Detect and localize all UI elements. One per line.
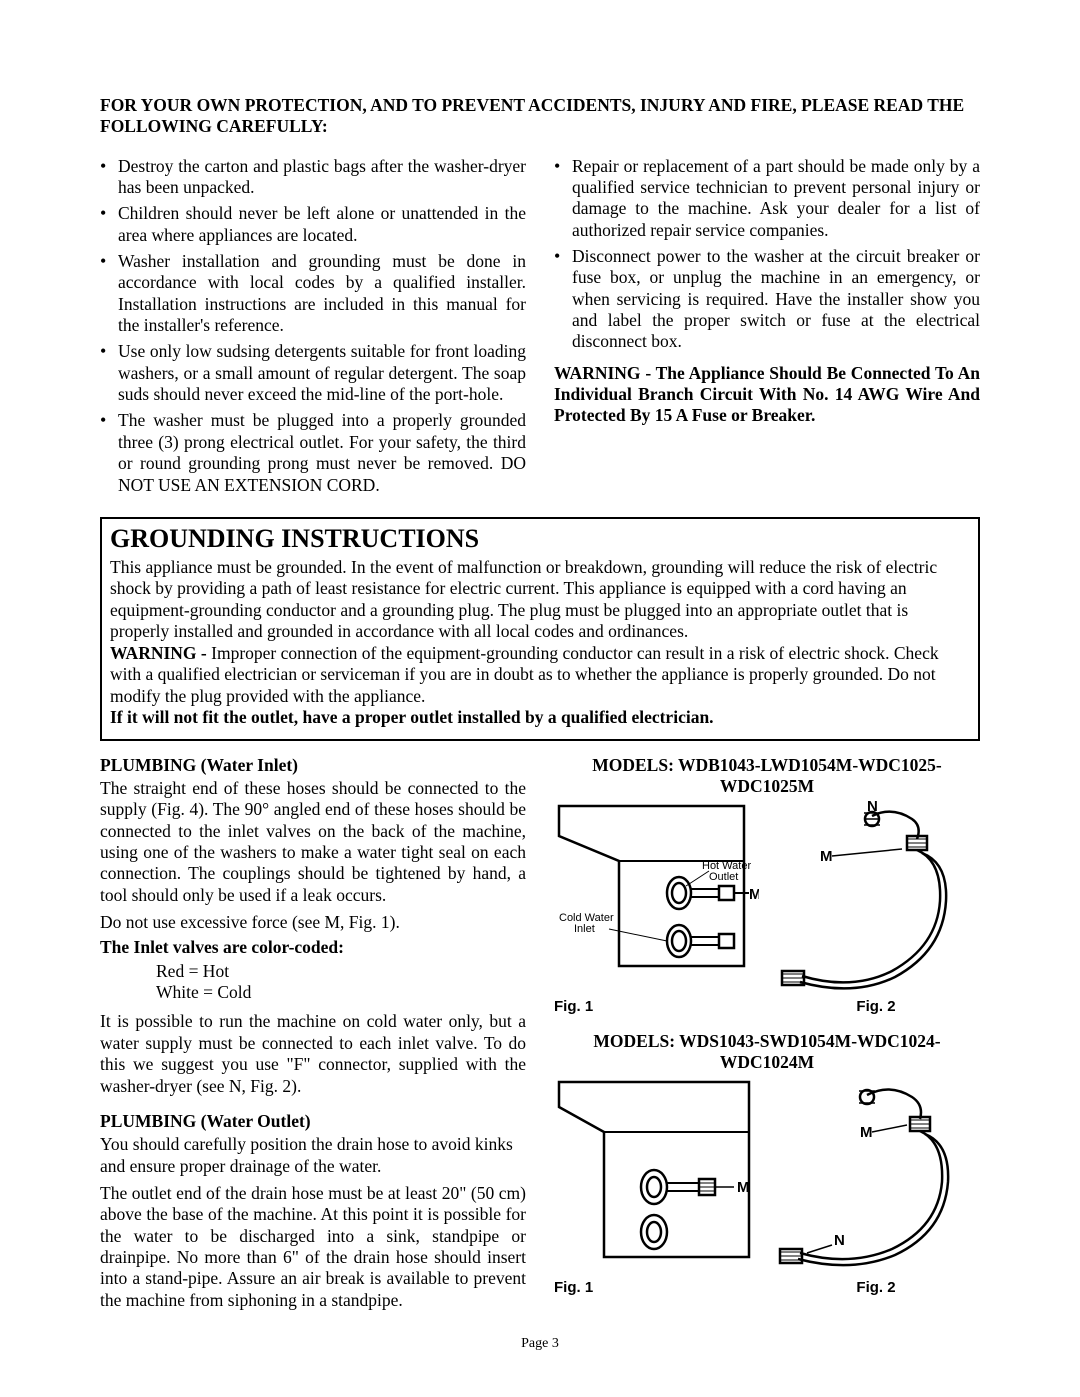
- figure-1-bottom: M Fig. 1: [554, 1077, 762, 1297]
- left-column: Destroy the carton and plastic bags afte…: [100, 156, 526, 501]
- left-bullet-list: Destroy the carton and plastic bags afte…: [100, 156, 526, 496]
- bullet-item: Children should never be left alone or u…: [118, 203, 526, 246]
- plumbing-inlet-p3: It is possible to run the machine on col…: [100, 1011, 526, 1096]
- warning-label: WARNING -: [110, 643, 211, 663]
- safety-columns: Destroy the carton and plastic bags afte…: [100, 156, 980, 501]
- models-heading-1: MODELS: WDB1043-LWD1054M-WDC1025-WDC1025…: [554, 755, 980, 798]
- figure-1-top: Hot Water Outlet Cold Water Inlet M Fig.…: [554, 801, 762, 1016]
- grounding-p2: WARNING - Improper connection of the equ…: [110, 643, 970, 708]
- m-label-2: M: [820, 848, 833, 865]
- plumbing-outlet-p1: You should carefully position the drain …: [100, 1134, 526, 1177]
- fig-1-caption-2: Fig. 1: [554, 1279, 762, 1297]
- page-number: Page 3: [100, 1335, 980, 1352]
- grounding-p1: This appliance must be grounded. In the …: [110, 557, 970, 643]
- fig-2-caption: Fig. 2: [772, 998, 980, 1016]
- inlet-diagram-icon: Hot Water Outlet Cold Water Inlet M: [554, 801, 759, 996]
- hose-diagram-2-icon: M N: [772, 1077, 952, 1277]
- grounding-body: This appliance must be grounded. In the …: [110, 557, 970, 729]
- figure-2-bottom: M N Fig. 2: [772, 1077, 980, 1297]
- plumbing-inlet-heading: PLUMBING (Water Inlet): [100, 755, 526, 776]
- figure-row-2: M Fig. 1: [554, 1077, 980, 1297]
- bullet-item: The washer must be plugged into a proper…: [118, 410, 526, 495]
- branch-circuit-warning: WARNING - The Appliance Should Be Connec…: [554, 363, 980, 427]
- grounding-p3: If it will not fit the outlet, have a pr…: [110, 707, 970, 729]
- grounding-instructions-box: GROUNDING INSTRUCTIONS This appliance mu…: [100, 517, 980, 741]
- hose-diagram-icon: N M: [772, 801, 952, 996]
- red-hot: Red = Hot: [156, 961, 526, 982]
- right-bullet-list: Repair or replacement of a part should b…: [554, 156, 980, 353]
- color-code-heading: The Inlet valves are color-coded:: [100, 937, 526, 958]
- m-label-3: M: [737, 1179, 750, 1196]
- white-cold: White = Cold: [156, 982, 526, 1003]
- safety-header: FOR YOUR OWN PROTECTION, AND TO PREVENT …: [100, 95, 980, 138]
- grounding-title: GROUNDING INSTRUCTIONS: [110, 523, 970, 555]
- figures-column: MODELS: WDB1043-LWD1054M-WDC1025-WDC1025…: [554, 755, 980, 1317]
- fig-1-caption: Fig. 1: [554, 998, 762, 1016]
- plumbing-inlet-p1: The straight end of these hoses should b…: [100, 778, 526, 906]
- right-column: Repair or replacement of a part should b…: [554, 156, 980, 501]
- inlet-diagram-2-icon: M: [554, 1077, 759, 1277]
- svg-text:Outlet: Outlet: [709, 871, 738, 883]
- fig-2-caption-2: Fig. 2: [772, 1279, 980, 1297]
- bullet-item: Use only low sudsing detergents suitable…: [118, 341, 526, 405]
- grounding-p2-text: Improper connection of the equipment-gro…: [110, 643, 939, 706]
- bullet-item: Disconnect power to the washer at the ci…: [572, 246, 980, 353]
- plumbing-inlet-p2: Do not use excessive force (see M, Fig. …: [100, 912, 526, 933]
- lower-section: PLUMBING (Water Inlet) The straight end …: [100, 755, 980, 1317]
- plumbing-outlet-p2: The outlet end of the drain hose must be…: [100, 1183, 526, 1311]
- plumbing-column: PLUMBING (Water Inlet) The straight end …: [100, 755, 526, 1317]
- n-label: N: [867, 801, 878, 815]
- bullet-item: Destroy the carton and plastic bags afte…: [118, 156, 526, 199]
- m-label-4: M: [860, 1124, 873, 1141]
- figure-2-top: N M Fig. 2: [772, 801, 980, 1016]
- figure-row-1: Hot Water Outlet Cold Water Inlet M Fig.…: [554, 801, 980, 1016]
- bullet-item: Washer installation and grounding must b…: [118, 251, 526, 336]
- m-label: M: [749, 886, 759, 903]
- bullet-item: Repair or replacement of a part should b…: [572, 156, 980, 241]
- svg-text:Inlet: Inlet: [574, 923, 595, 935]
- plumbing-outlet-heading: PLUMBING (Water Outlet): [100, 1111, 526, 1132]
- models-heading-2: MODELS: WDS1043-SWD1054M-WDC1024-WDC1024…: [554, 1031, 980, 1074]
- n-label-2: N: [834, 1232, 845, 1249]
